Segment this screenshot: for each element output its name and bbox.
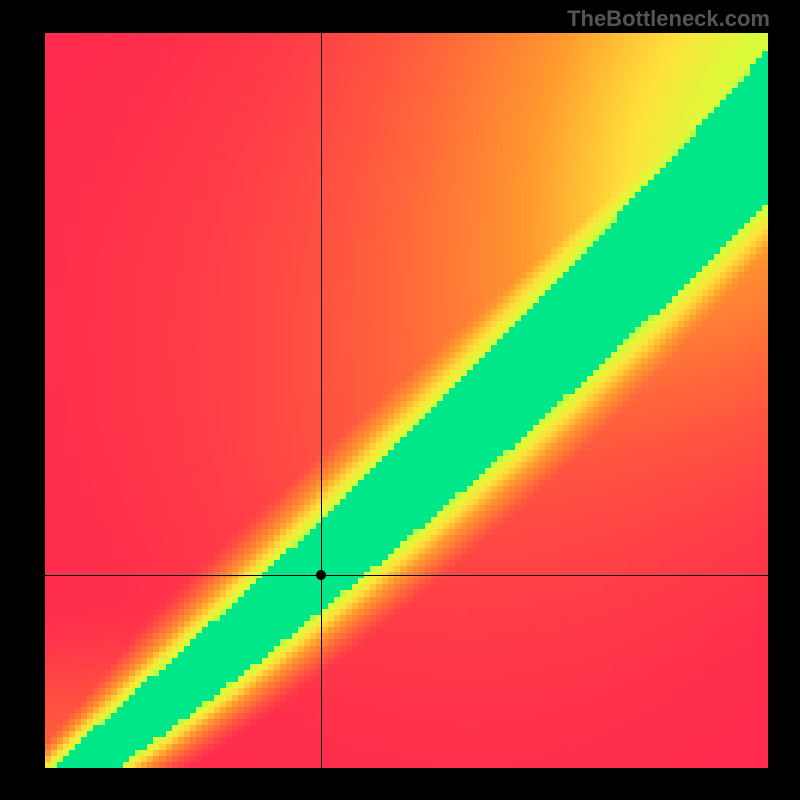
crosshair-horizontal <box>45 575 768 576</box>
bottleneck-heatmap <box>45 33 768 768</box>
crosshair-vertical <box>321 33 322 768</box>
watermark: TheBottleneck.com <box>567 6 770 32</box>
chart-container: TheBottleneck.com <box>0 0 800 800</box>
